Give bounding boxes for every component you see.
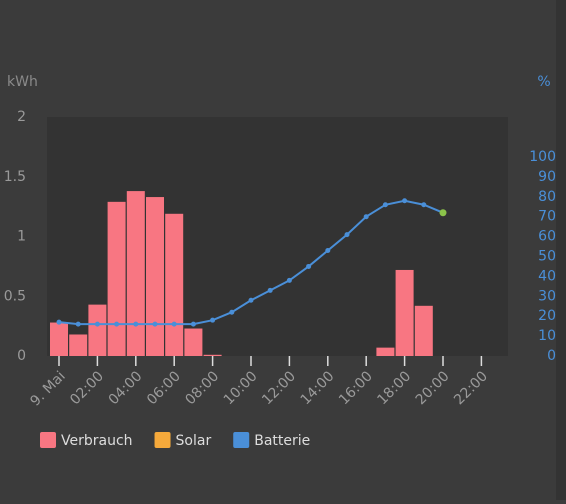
- battery-point: [325, 248, 331, 254]
- bar: [107, 201, 126, 356]
- battery-point: [267, 287, 273, 293]
- battery-point: [286, 277, 292, 283]
- bar: [184, 328, 203, 356]
- y-tick-label: 1.5: [4, 169, 26, 185]
- legend-swatch: [154, 432, 171, 448]
- battery-point: [344, 232, 350, 238]
- y-tick-label: 2: [17, 109, 26, 125]
- y2-tick-label: 80: [538, 189, 556, 205]
- battery-point: [382, 202, 388, 208]
- battery-point: [75, 321, 81, 327]
- panel-edge: [556, 0, 566, 500]
- y2-tick-label: 10: [538, 328, 556, 344]
- battery-point: [210, 317, 216, 323]
- bar: [50, 322, 68, 356]
- bar: [88, 304, 107, 356]
- bar: [146, 197, 164, 356]
- legend-swatch: [233, 432, 250, 448]
- battery-point: [402, 198, 408, 204]
- y2-tick-label: 30: [538, 288, 556, 304]
- battery-point: [56, 319, 62, 325]
- bar: [126, 191, 145, 356]
- battery-point: [306, 263, 312, 269]
- legend-label: Verbrauch: [61, 433, 133, 449]
- y2-tick-label: 20: [538, 308, 556, 324]
- battery-point: [114, 321, 120, 327]
- y2-tick-label: 60: [538, 229, 556, 245]
- battery-point: [421, 202, 427, 208]
- battery-point: [133, 321, 139, 327]
- battery-point: [363, 214, 369, 220]
- y2-tick-label: 70: [538, 209, 556, 225]
- battery-point: [152, 321, 158, 327]
- battery-point: [94, 321, 100, 327]
- battery-point: [439, 209, 447, 217]
- legend-label: Batterie: [254, 433, 310, 449]
- y2-tick-label: 0: [547, 348, 556, 364]
- y-tick-label: 0: [17, 348, 26, 364]
- legend-label: Solar: [176, 433, 212, 449]
- bar: [69, 334, 88, 356]
- y2-tick-label: 90: [538, 169, 556, 185]
- battery-point: [229, 309, 235, 315]
- bar: [203, 354, 222, 356]
- bar: [395, 269, 414, 356]
- y-axis-label: kWh: [7, 74, 38, 90]
- y2-tick-label: 40: [538, 268, 556, 284]
- bar: [165, 213, 184, 356]
- y-tick-label: 1: [17, 229, 26, 245]
- battery-point: [190, 321, 196, 327]
- y2-axis-label: %: [537, 74, 550, 90]
- y-tick-label: 0.5: [4, 288, 26, 304]
- y2-tick-label: 50: [538, 249, 556, 265]
- y2-tick-label: 100: [529, 149, 556, 165]
- legend-swatch: [40, 432, 56, 448]
- bar: [376, 347, 395, 356]
- battery-point: [248, 297, 254, 303]
- battery-point: [171, 321, 177, 327]
- bar: [414, 305, 433, 356]
